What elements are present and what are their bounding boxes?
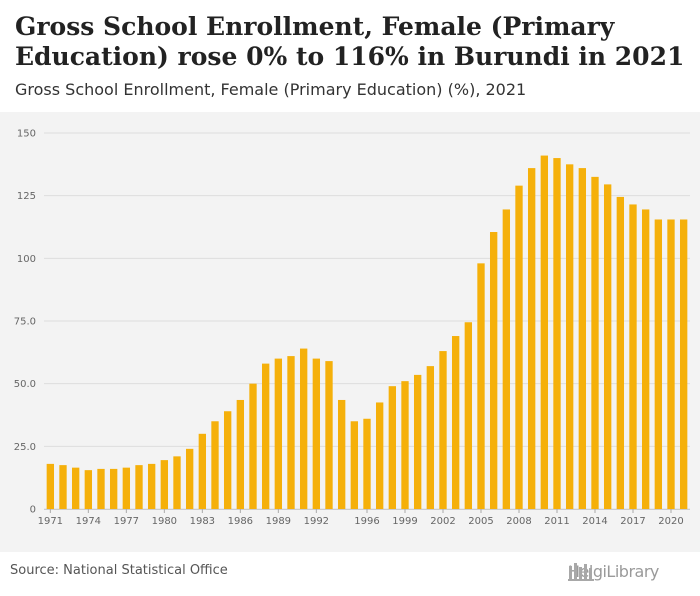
bar xyxy=(591,176,599,509)
bar xyxy=(413,374,422,509)
bar xyxy=(312,358,321,509)
bar xyxy=(46,463,55,509)
y-tick-label: 25.0 xyxy=(14,442,36,453)
bar xyxy=(261,363,270,509)
bar xyxy=(426,366,435,509)
bar xyxy=(59,465,67,509)
y-tick-label: 125 xyxy=(17,191,36,202)
bar xyxy=(160,460,169,509)
bar xyxy=(236,399,245,509)
x-tick-label: 2014 xyxy=(582,516,607,527)
bar xyxy=(489,232,498,509)
bar xyxy=(451,336,460,509)
bar xyxy=(185,448,194,509)
x-tick-label: 2020 xyxy=(658,516,683,527)
x-tick-label: 2002 xyxy=(430,516,455,527)
x-tick-label: 1999 xyxy=(392,516,417,527)
bar xyxy=(477,263,485,509)
bar xyxy=(109,468,118,509)
bar xyxy=(287,356,295,509)
bar xyxy=(375,402,384,509)
x-tick-label: 2011 xyxy=(544,516,569,527)
x-tick-label: 1983 xyxy=(190,516,215,527)
y-tick-label: 100 xyxy=(17,254,36,265)
bar xyxy=(211,421,219,509)
bar xyxy=(122,467,131,509)
chart-subtitle: Gross School Enrollment, Female (Primary… xyxy=(15,80,527,99)
bar xyxy=(299,348,308,509)
bar xyxy=(616,196,625,510)
x-tick-label: 1989 xyxy=(266,516,291,527)
y-tick-label: 0 xyxy=(30,505,36,516)
page-title: Gross School Enrollment, Female (Primary… xyxy=(15,12,685,71)
bar xyxy=(97,468,105,509)
x-tick-label: 1996 xyxy=(354,516,379,527)
x-tick-label: 1977 xyxy=(114,516,139,527)
bar xyxy=(515,185,523,509)
chart-area: 0 25.0 50.0 75.0 100 125 150 1971 1974 1977 1980 19… xyxy=(0,112,700,552)
bar xyxy=(401,381,409,509)
y-tick-label: 150 xyxy=(17,129,36,140)
x-tick-label: 1971 xyxy=(38,516,63,527)
bar xyxy=(679,219,688,509)
x-tick-label: 2005 xyxy=(468,516,493,527)
bar xyxy=(553,158,561,510)
bar xyxy=(464,322,473,509)
bar xyxy=(363,418,371,509)
bar xyxy=(223,411,232,509)
bar xyxy=(350,421,359,509)
bar xyxy=(629,204,637,509)
header: Gross School Enrollment, Female (Primary… xyxy=(0,0,700,112)
bar xyxy=(540,155,549,509)
source-note: Source: National Statistical Office xyxy=(10,563,228,578)
bar xyxy=(641,209,650,509)
bar xyxy=(337,399,346,509)
bar xyxy=(527,168,536,510)
helgilibrary-logo: HelgiLibrary xyxy=(568,561,659,581)
bar xyxy=(173,456,181,509)
x-tick-label: 1974 xyxy=(76,516,101,527)
y-tick-label: 75.0 xyxy=(14,317,36,328)
bar xyxy=(654,219,663,509)
x-tick-label: 1980 xyxy=(152,516,177,527)
bar xyxy=(603,184,612,509)
bar-chart: 0 25.0 50.0 75.0 100 125 150 1971 1974 1977 1980 19… xyxy=(14,129,690,527)
library-icon xyxy=(568,563,594,581)
bar xyxy=(502,209,511,509)
bar xyxy=(249,383,257,509)
bar xyxy=(274,358,283,509)
bar xyxy=(84,470,93,509)
x-tick-label: 2017 xyxy=(620,516,645,527)
bar xyxy=(578,168,587,510)
bar xyxy=(71,467,80,509)
bar xyxy=(388,386,397,509)
y-tick-label: 50.0 xyxy=(14,379,36,390)
bar xyxy=(135,465,143,509)
bar xyxy=(439,351,447,509)
x-tick-label: 1992 xyxy=(304,516,329,527)
bar xyxy=(667,219,675,509)
bar xyxy=(198,433,207,509)
bar xyxy=(325,361,333,509)
bar xyxy=(565,164,574,510)
bar xyxy=(147,463,156,509)
x-tick-label: 1986 xyxy=(228,516,253,527)
x-tick-label: 2008 xyxy=(506,516,531,527)
